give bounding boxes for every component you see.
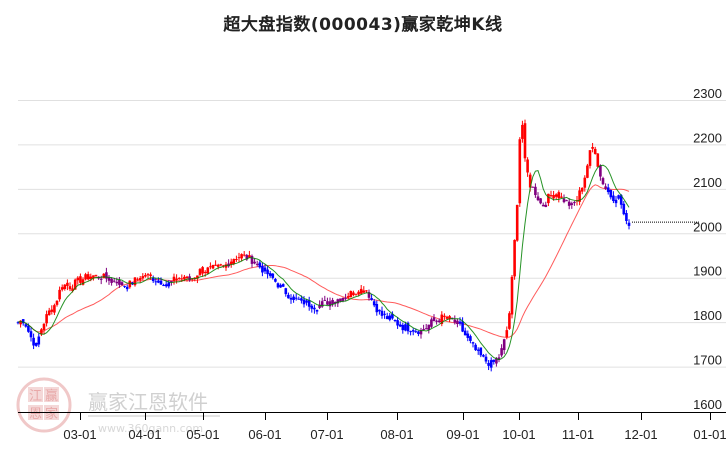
chart-title: 超大盘指数(000043)赢家乾坤K线	[223, 15, 503, 35]
svg-text:08-01: 08-01	[380, 427, 413, 442]
svg-text:10-01: 10-01	[502, 427, 535, 442]
grid-lines	[18, 100, 726, 368]
svg-text:2100: 2100	[693, 175, 722, 190]
ma-long-line	[17, 184, 630, 338]
svg-text:赢: 赢	[45, 388, 58, 404]
svg-text:2000: 2000	[693, 219, 722, 234]
watermark: 江赢恩 家 赢家江恩软件 www.360gann.com	[16, 377, 220, 435]
ma-short-line	[17, 164, 630, 361]
svg-text:2300: 2300	[693, 86, 722, 101]
svg-text:07-01: 07-01	[310, 427, 343, 442]
svg-text:1700: 1700	[693, 353, 722, 368]
svg-text:09-01: 09-01	[446, 427, 479, 442]
svg-text:江: 江	[29, 389, 42, 404]
candles	[16, 119, 631, 372]
svg-text:赢家江恩软件: 赢家江恩软件	[88, 390, 208, 414]
svg-text:12-01: 12-01	[624, 427, 657, 442]
svg-text:1800: 1800	[693, 308, 722, 323]
svg-text:03-01: 03-01	[63, 427, 96, 442]
svg-text:01-01: 01-01	[693, 427, 726, 442]
svg-text:11-01: 11-01	[562, 427, 594, 442]
svg-text:www.360gann.com: www.360gann.com	[98, 422, 203, 435]
svg-text:恩: 恩	[29, 407, 42, 422]
svg-text:家: 家	[45, 406, 58, 422]
y-axis-labels: 1600 1700 1800 1900 2000 2100 2200 2300	[693, 86, 722, 412]
svg-text:04-01: 04-01	[128, 427, 161, 442]
svg-text:06-01: 06-01	[248, 427, 281, 442]
svg-text:1600: 1600	[693, 397, 722, 412]
svg-text:1900: 1900	[693, 264, 722, 279]
svg-text:05-01: 05-01	[186, 427, 219, 442]
svg-text:2200: 2200	[693, 130, 722, 145]
x-axis: 03-01 04-01 05-01 06-01 07-01 08-01 09-01 10-01…	[18, 412, 726, 442]
